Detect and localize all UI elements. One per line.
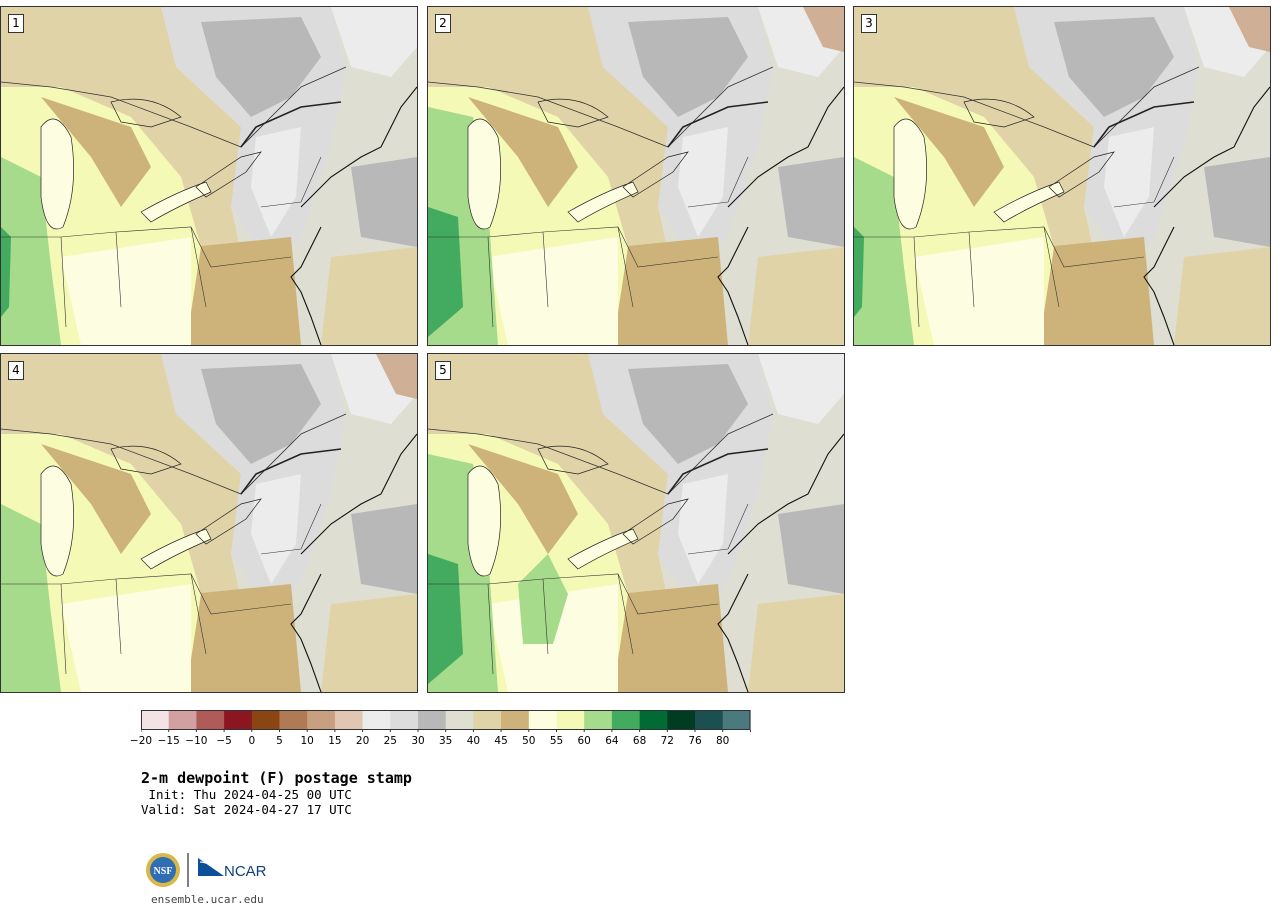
figure-title: 2-m dewpoint (F) postage stamp bbox=[141, 769, 412, 787]
colorbar-tick-label: 15 bbox=[328, 735, 342, 747]
colorbar-tick-label: 40 bbox=[466, 735, 481, 747]
colorbar-swatch bbox=[390, 710, 419, 730]
colorbar-tick-label: 45 bbox=[494, 735, 508, 747]
colorbar-tick-label: 25 bbox=[383, 735, 397, 747]
nsf-ncar-logos: NSF NCAR bbox=[146, 853, 267, 887]
colorbar-swatch bbox=[473, 710, 502, 730]
panel-label: 2 bbox=[435, 14, 451, 33]
colorbar-swatch bbox=[168, 710, 197, 730]
colorbar-swatch bbox=[528, 710, 557, 730]
colorbar-swatch bbox=[584, 710, 613, 730]
dewpoint-map bbox=[1, 7, 417, 345]
colorbar-tick-label: 72 bbox=[660, 735, 674, 747]
panel-5: 5 bbox=[427, 353, 845, 693]
colorbar-tick-label: 30 bbox=[411, 735, 425, 747]
colorbar-swatch bbox=[279, 710, 308, 730]
panel-4: 4 bbox=[0, 353, 418, 693]
panel-3: 3 bbox=[853, 6, 1271, 346]
ncar-logo bbox=[198, 858, 224, 876]
colorbar-tick-label: 76 bbox=[688, 735, 702, 747]
colorbar-tick-label: 80 bbox=[716, 735, 730, 747]
colorbar-swatch bbox=[418, 710, 446, 730]
colorbar-tick-label: 20 bbox=[355, 735, 370, 747]
colorbar-swatch bbox=[722, 710, 751, 730]
ncar-logo-text: NCAR bbox=[224, 863, 267, 880]
dewpoint-map bbox=[428, 7, 844, 345]
colorbar-swatch bbox=[196, 710, 225, 730]
colorbar-swatch bbox=[611, 710, 640, 730]
colorbar-tick-label: −10 bbox=[185, 735, 208, 747]
colorbar-tick-label: −20 bbox=[129, 735, 153, 747]
colorbar-tick-label: 68 bbox=[632, 735, 647, 747]
colorbar-swatch bbox=[224, 710, 253, 730]
panel-label: 3 bbox=[861, 14, 877, 33]
colorbar-tick-label: 55 bbox=[549, 735, 564, 747]
init-time: Init: Thu 2024-04-25 00 UTC bbox=[141, 787, 352, 802]
dewpoint-map bbox=[854, 7, 1270, 345]
panel-2: 2 bbox=[427, 6, 845, 346]
panel-1: 1 bbox=[0, 6, 418, 346]
colorbar-tick-label: 0 bbox=[248, 735, 256, 747]
colorbar-tick-label: −15 bbox=[157, 735, 180, 747]
colorbar-swatch bbox=[556, 710, 585, 730]
panel-label: 1 bbox=[8, 14, 24, 33]
dewpoint-map bbox=[428, 354, 844, 692]
colorbar-swatch bbox=[695, 710, 723, 730]
colorbar-swatch bbox=[501, 710, 530, 730]
colorbar-tick-label: 35 bbox=[439, 735, 453, 747]
colorbar-tick-label: 50 bbox=[522, 735, 536, 747]
colorbar-ticks: −20 −15 −10 −5 0 5 10 15 20 25 30 35 40 45 50 55 60 64 68 7… bbox=[126, 735, 766, 749]
panel-label: 4 bbox=[8, 361, 24, 380]
colorbar-swatch bbox=[307, 710, 336, 730]
colorbar-tick-label: 5 bbox=[276, 735, 283, 747]
website-url: ensemble.ucar.edu bbox=[151, 893, 264, 906]
colorbar-swatch bbox=[334, 710, 363, 730]
colorbar-swatch bbox=[445, 710, 474, 730]
colorbar-tick-label: 10 bbox=[300, 735, 314, 747]
colorbar-tick-label: −5 bbox=[216, 735, 232, 747]
colorbar-tick-label: 64 bbox=[605, 735, 619, 747]
nsf-logo-text: NSF bbox=[154, 866, 173, 877]
valid-time: Valid: Sat 2024-04-27 17 UTC bbox=[141, 802, 352, 817]
colorbar-swatch bbox=[362, 710, 391, 730]
colorbar-swatch bbox=[667, 710, 696, 730]
colorbar-tick-label: 60 bbox=[577, 735, 591, 747]
colorbar-swatch bbox=[639, 710, 668, 730]
dewpoint-map bbox=[1, 354, 417, 692]
colorbar-swatch bbox=[251, 710, 280, 730]
panel-label: 5 bbox=[435, 361, 451, 380]
colorbar bbox=[141, 710, 751, 732]
colorbar-swatch bbox=[141, 710, 169, 730]
